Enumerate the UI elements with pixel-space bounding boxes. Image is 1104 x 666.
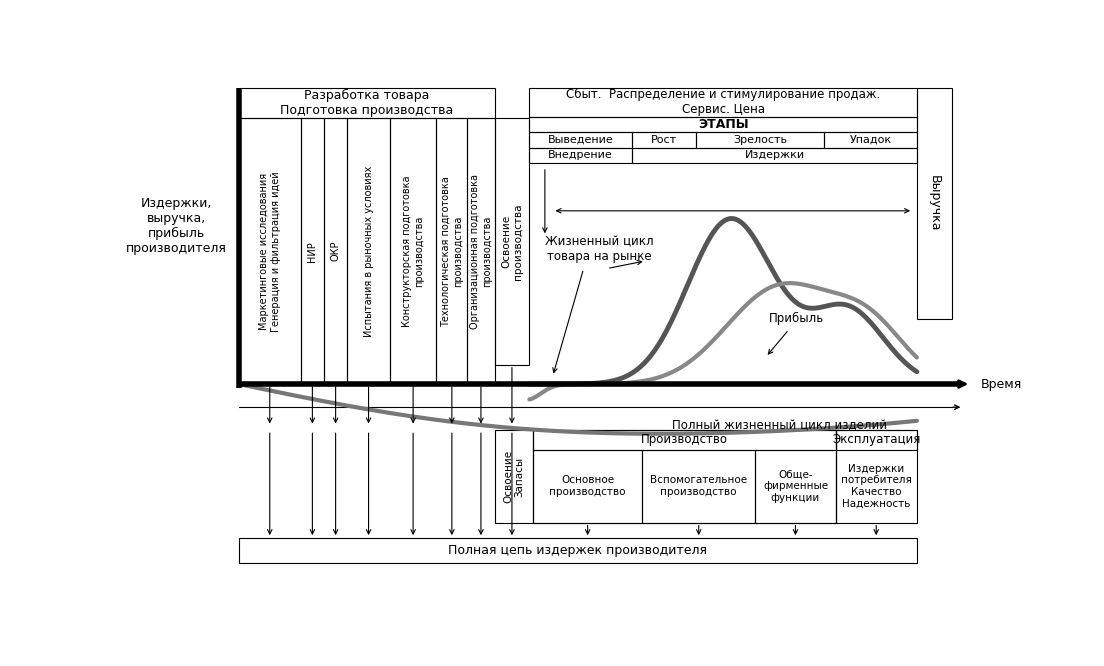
Bar (530, 88, 917, 117)
Text: Эксплуатация: Эксплуатация (832, 434, 921, 446)
Text: Обще-
фирменные
функции: Обще- фирменные функции (763, 470, 828, 503)
Text: Издержки: Издержки (744, 151, 805, 161)
Text: Полный жизненный цикл изделий: Полный жизненный цикл изделий (672, 419, 887, 432)
Bar (495, 119, 530, 365)
Text: Разработка товара
Подготовка производства: Разработка товара Подготовка производств… (280, 89, 454, 117)
Text: Основное
производство: Основное производство (550, 476, 626, 497)
Bar (530, 148, 633, 163)
Bar (238, 119, 300, 384)
Text: Издержки,
выручка,
прибыль
производителя: Издержки, выручка, прибыль производителя (126, 197, 227, 255)
Bar (467, 119, 495, 384)
Bar (530, 133, 633, 148)
Text: Маркетинговые исследования
Генерация и фильтрация идей: Маркетинговые исследования Генерация и ф… (259, 171, 280, 332)
Text: Освоение
производства: Освоение производства (501, 203, 522, 280)
Text: Время: Время (981, 378, 1022, 390)
Bar (238, 88, 495, 119)
Bar (390, 119, 436, 384)
Bar (696, 133, 824, 148)
Text: Вспомогательное
производство: Вспомогательное производство (650, 476, 747, 497)
Bar (643, 450, 755, 523)
Bar (633, 133, 696, 148)
Bar (323, 119, 348, 384)
Bar (436, 119, 467, 384)
Bar (530, 117, 917, 133)
Bar (633, 148, 917, 163)
Bar (533, 450, 643, 523)
Text: Прибыль: Прибыль (769, 312, 825, 325)
Text: Полная цепь издержек производителя: Полная цепь издержек производителя (448, 544, 708, 557)
Bar (836, 430, 917, 450)
Text: Издержки
потребителя
Качество
Надежность: Издержки потребителя Качество Надежность (841, 464, 912, 509)
Bar (348, 119, 390, 384)
Bar (755, 450, 836, 523)
Text: Технологическая подготовка
производства: Технологическая подготовка производства (442, 176, 463, 326)
Text: Производство: Производство (641, 434, 728, 446)
Bar (533, 430, 836, 523)
Text: Сбыт.  Распределение и стимулирование продаж.
Сервис. Цена: Сбыт. Распределение и стимулирование про… (566, 88, 880, 117)
Text: ОКР: ОКР (330, 241, 341, 262)
Text: Выручка: Выручка (927, 175, 941, 231)
Bar (533, 430, 836, 450)
Text: Освоение
Запасы: Освоение Запасы (503, 450, 524, 503)
Text: Внедрение: Внедрение (549, 151, 613, 161)
Text: Выведение: Выведение (548, 135, 614, 145)
Text: Рост: Рост (651, 135, 677, 145)
Text: Конструкторская подготовка
производства: Конструкторская подготовка производства (402, 176, 424, 327)
Text: Организационная подготовка
производства: Организационная подготовка производства (470, 174, 491, 329)
Text: НИР: НИР (307, 241, 317, 262)
Text: Зрелость: Зрелость (733, 135, 787, 145)
Bar (238, 538, 917, 563)
Bar (300, 119, 323, 384)
Bar (917, 88, 952, 318)
Bar (836, 430, 917, 523)
Text: Жизненный цикл
товара на рынке: Жизненный цикл товара на рынке (544, 235, 654, 263)
Text: ЭТАПЫ: ЭТАПЫ (698, 118, 749, 131)
Text: Испытания в рыночных условиях: Испытания в рыночных условиях (363, 166, 373, 337)
Text: Упадок: Упадок (849, 135, 891, 145)
Bar (495, 430, 533, 523)
Bar (824, 133, 917, 148)
